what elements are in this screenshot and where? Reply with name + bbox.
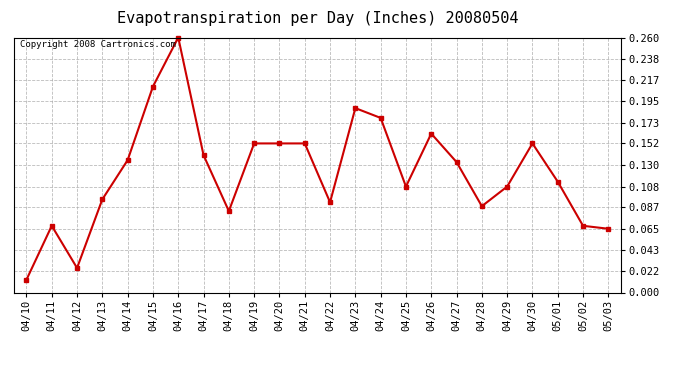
Text: Copyright 2008 Cartronics.com: Copyright 2008 Cartronics.com — [20, 40, 176, 49]
Text: Evapotranspiration per Day (Inches) 20080504: Evapotranspiration per Day (Inches) 2008… — [117, 11, 518, 26]
